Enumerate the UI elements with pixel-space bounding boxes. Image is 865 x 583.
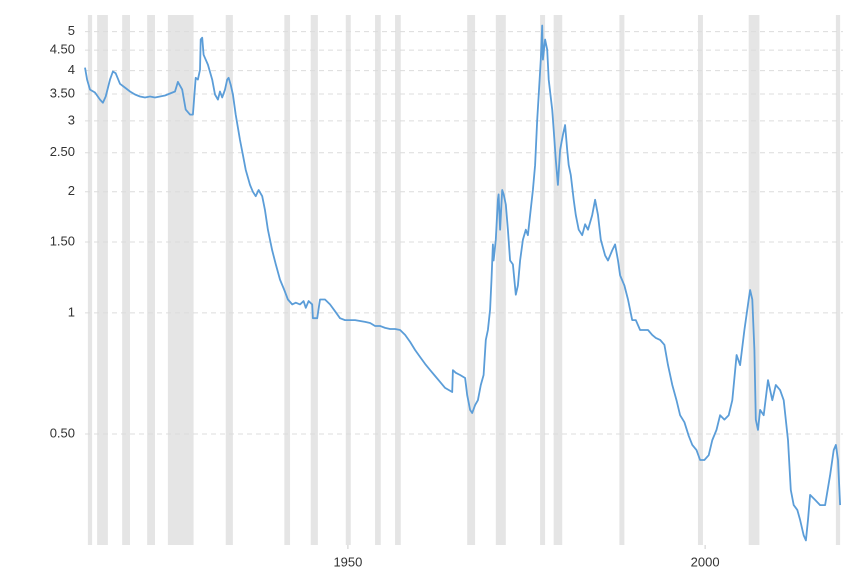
grid-layer	[85, 31, 843, 435]
recession-band	[467, 15, 476, 545]
recession-band	[375, 15, 381, 545]
y-tick-label: 3	[68, 112, 75, 127]
y-tick-label: 4.50	[50, 42, 75, 57]
recession-band	[225, 15, 233, 545]
y-tick-label: 1	[68, 304, 75, 319]
y-tick-label: 3.50	[50, 85, 75, 100]
recession-band	[310, 15, 318, 545]
recession-band	[395, 15, 401, 545]
recession-band	[122, 15, 131, 545]
y-tick-label: 1.50	[50, 233, 75, 248]
x-tick-label: 1950	[333, 554, 362, 569]
recession-band	[748, 15, 760, 545]
recession-band	[495, 15, 506, 545]
shading-layer	[87, 15, 841, 545]
line-layer	[84, 24, 841, 542]
recession-band	[147, 15, 156, 545]
recession-band	[540, 15, 546, 545]
y-tick-label: 2.50	[50, 144, 75, 159]
recession-band	[87, 15, 93, 545]
recession-band	[167, 15, 194, 545]
y-tick-label: 2	[68, 183, 75, 198]
recession-band	[697, 15, 703, 545]
data-line	[84, 24, 841, 542]
y-tick-label: 0.50	[50, 425, 75, 440]
recession-band	[97, 15, 108, 545]
x-tick-label: 2000	[691, 554, 720, 569]
recession-band	[345, 15, 351, 545]
recession-band	[553, 15, 563, 545]
y-tick-label: 5	[68, 23, 75, 38]
recession-band	[284, 15, 291, 545]
recession-band	[835, 15, 841, 545]
y-tick-label: 4	[68, 62, 75, 77]
